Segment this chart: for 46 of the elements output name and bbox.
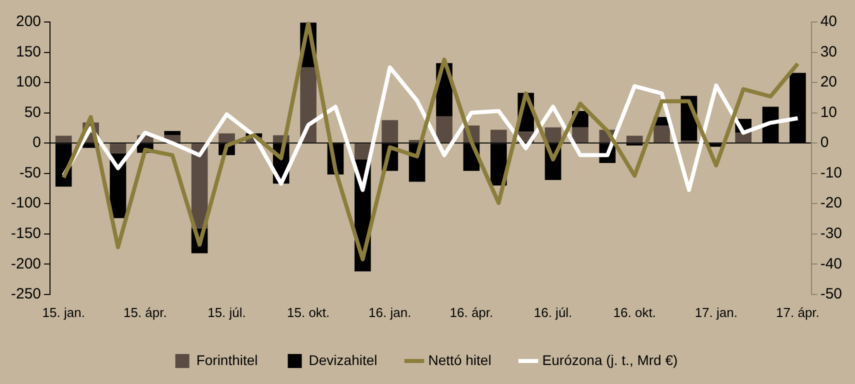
bar [735, 132, 752, 143]
legend-label: Nettó hitel [428, 352, 492, 368]
y-tick-label: 0 [32, 134, 42, 152]
x-tick-label: 15. ápr. [123, 304, 167, 320]
bar [572, 127, 588, 143]
bar [490, 130, 507, 143]
x-tick-label: 16. júl. [534, 304, 572, 320]
y-tick-label: -100 [10, 194, 42, 212]
bar [544, 127, 562, 143]
x-tick-label: 16. okt. [613, 304, 656, 320]
bar [164, 130, 181, 136]
bar [654, 126, 670, 143]
y-tick-label: 200 [16, 13, 42, 30]
y2-tick-label: 10 [820, 104, 838, 121]
x-tick-label: 15. jan. [42, 304, 85, 320]
y2-tick-label: -20 [820, 194, 842, 212]
x-tick-label: 15. júl. [208, 304, 246, 320]
y-tick-label: 50 [24, 104, 42, 121]
y2-tick-label: 30 [820, 43, 838, 60]
x-tick-label: 17. ápr. [776, 304, 820, 320]
bar [55, 136, 72, 143]
bar [626, 136, 643, 143]
x-tick-label: 16. ápr. [450, 304, 494, 320]
y-tick-label: -50 [19, 164, 42, 182]
bar [436, 116, 452, 143]
x-tick-label: 17. jan. [694, 304, 738, 320]
legend-label: Forinthitel [196, 352, 258, 368]
legend-label: Eurózona (j. t., Mrd €) [542, 352, 678, 368]
y2-tick-label: 40 [820, 13, 838, 30]
y-tick-label: 150 [16, 43, 42, 60]
x-tick-label: 16. jan. [368, 304, 412, 320]
y2-tick-label: 0 [820, 134, 829, 152]
x-tick-label: 15. okt. [287, 304, 330, 320]
bar [382, 120, 398, 143]
y-tick-label: -250 [10, 286, 42, 303]
bar [218, 133, 235, 143]
y2-tick-label: 20 [820, 74, 838, 91]
y-tick-label: -200 [10, 255, 42, 272]
y-tick-label: -150 [10, 225, 42, 242]
y2-tick-label: -50 [820, 286, 842, 303]
legend-label: Devizahitel [308, 352, 378, 368]
y-tick-label: 100 [16, 74, 42, 91]
y2-tick-label: -10 [820, 164, 842, 182]
bar [110, 144, 126, 154]
y2-tick-label: -40 [820, 255, 842, 272]
y2-tick-label: -30 [820, 225, 842, 242]
